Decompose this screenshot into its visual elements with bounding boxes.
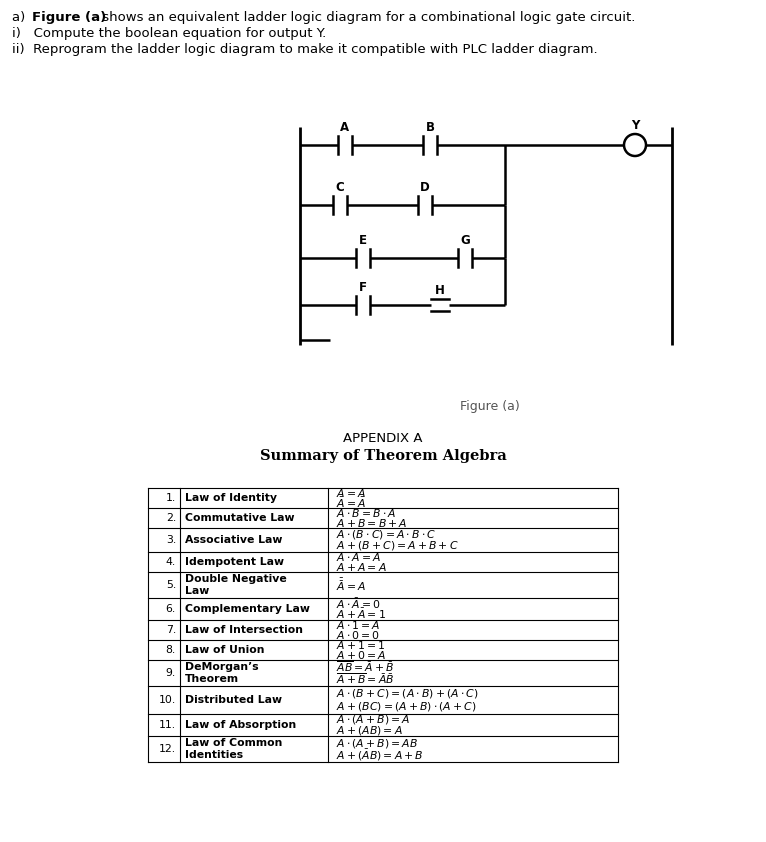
Text: Commutative Law: Commutative Law [185,513,294,523]
Text: Associative Law: Associative Law [185,535,283,545]
Text: $A \cdot (A + B) = A$: $A \cdot (A + B) = A$ [336,713,411,727]
Text: $A \cdot 1 = A$: $A \cdot 1 = A$ [336,620,381,632]
Text: $A \cdot 0 = 0$: $A \cdot 0 = 0$ [336,629,380,641]
Text: Law of Union: Law of Union [185,645,264,655]
Text: Figure (a): Figure (a) [32,11,106,24]
Text: 6.: 6. [165,604,176,614]
Text: 5.: 5. [165,580,176,590]
Text: APPENDIX A: APPENDIX A [343,432,423,445]
Text: Law of Absorption: Law of Absorption [185,720,296,730]
Text: 1.: 1. [165,493,176,503]
Text: shows an equivalent ladder logic diagram for a combinational logic gate circuit.: shows an equivalent ladder logic diagram… [98,11,635,24]
Text: H: H [435,284,445,297]
Text: $A + A = A$: $A + A = A$ [336,561,387,573]
Text: $A \cdot (\bar{A} + B) = AB$: $A \cdot (\bar{A} + B) = AB$ [336,735,418,750]
Text: $A = A$: $A = A$ [336,488,366,499]
Text: $\overline{AB} = \bar{A} + \bar{B}$: $\overline{AB} = \bar{A} + \bar{B}$ [336,659,394,674]
Text: $A + (BC) = (A + B) \cdot (A + C)$: $A + (BC) = (A + B) \cdot (A + C)$ [336,700,476,713]
Text: 3.: 3. [165,535,176,545]
Text: a): a) [12,11,34,24]
Text: Law of Intersection: Law of Intersection [185,625,303,635]
Text: B: B [425,121,434,134]
Text: $A + 1 = 1$: $A + 1 = 1$ [336,639,385,652]
Text: Law of Identity: Law of Identity [185,493,277,503]
Text: $A \cdot A = A$: $A \cdot A = A$ [336,552,381,563]
Text: F: F [359,281,367,294]
Text: Double Negative: Double Negative [185,574,286,584]
Text: 11.: 11. [159,720,176,730]
Text: $A \cdot \bar{A} = 0$: $A \cdot \bar{A} = 0$ [336,597,381,611]
Text: D: D [420,181,430,194]
Text: Theorem: Theorem [185,674,239,684]
Text: Distributed Law: Distributed Law [185,695,282,705]
Text: $A + 0 = A$: $A + 0 = A$ [336,648,386,661]
Text: Summary of Theorem Algebra: Summary of Theorem Algebra [260,449,506,463]
Text: 12.: 12. [159,744,176,754]
Text: Y: Y [631,119,639,132]
Text: 8.: 8. [165,645,176,655]
Text: $\overline{A + B} = \bar{A}\bar{B}$: $\overline{A + B} = \bar{A}\bar{B}$ [336,672,394,686]
Text: Law of Common: Law of Common [185,738,283,749]
Text: i)   Compute the boolean equation for output Y.: i) Compute the boolean equation for outp… [12,27,326,40]
Text: $A + (AB) = A$: $A + (AB) = A$ [336,723,403,737]
Text: 2.: 2. [165,513,176,523]
Text: $\bar{\bar{A}} = A$: $\bar{\bar{A}} = A$ [336,577,366,593]
Text: 9.: 9. [165,668,176,678]
Text: $A + (\bar{A}B) = A + B$: $A + (\bar{A}B) = A + B$ [336,748,424,763]
Text: Idempotent Law: Idempotent Law [185,557,284,567]
Text: Complementary Law: Complementary Law [185,604,310,614]
Text: 10.: 10. [159,695,176,705]
Text: $A + B = B + A$: $A + B = B + A$ [336,517,408,529]
Text: A: A [340,121,349,134]
Text: Law: Law [185,586,209,596]
Text: 4.: 4. [165,557,176,567]
Text: DeMorgan’s: DeMorgan’s [185,663,259,672]
Text: $A \cdot B = B \cdot A$: $A \cdot B = B \cdot A$ [336,508,396,520]
Text: G: G [460,234,470,247]
Text: $A + \bar{A} = 1$: $A + \bar{A} = 1$ [336,607,386,621]
Text: Figure (a): Figure (a) [460,400,520,413]
Text: $\bar{A} = \bar{A}$: $\bar{A} = \bar{A}$ [336,495,366,509]
Text: $A \cdot (B \cdot C) = A \cdot B \cdot C$: $A \cdot (B \cdot C) = A \cdot B \cdot C… [336,528,436,541]
Text: $A \cdot (B + C) = (A \cdot B) + (A \cdot C)$: $A \cdot (B + C) = (A \cdot B) + (A \cdo… [336,687,479,700]
Text: Identities: Identities [185,749,243,759]
Text: 7.: 7. [165,625,176,635]
Text: ii)  Reprogram the ladder logic diagram to make it compatible with PLC ladder di: ii) Reprogram the ladder logic diagram t… [12,43,597,56]
Text: C: C [336,181,345,194]
Text: E: E [359,234,367,247]
Text: $A + (B + C) = A + B + C$: $A + (B + C) = A + B + C$ [336,539,459,552]
